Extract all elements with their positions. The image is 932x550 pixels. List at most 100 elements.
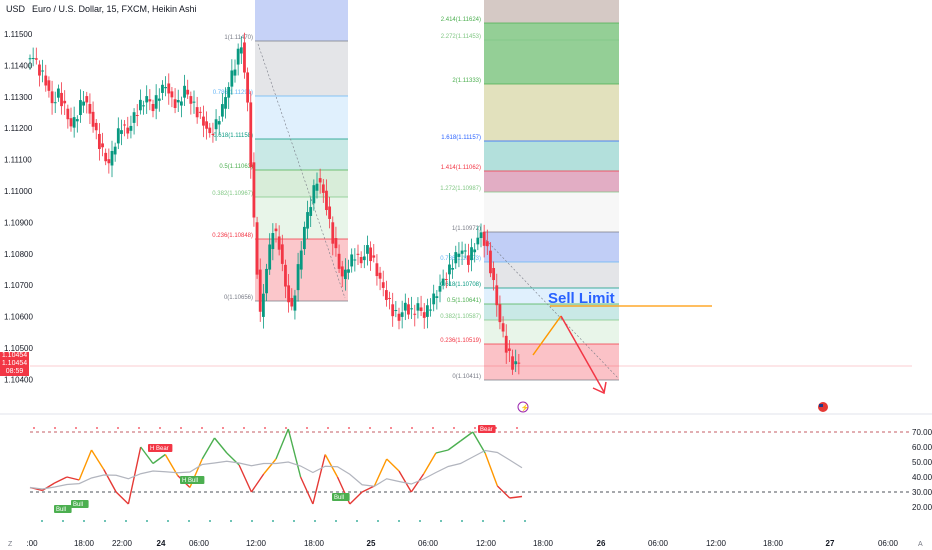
- candle-body: [369, 247, 373, 262]
- candle-body: [167, 83, 171, 94]
- rsi-segment: [103, 469, 117, 493]
- candle-body: [309, 207, 313, 216]
- osc-top-marker: [33, 427, 35, 429]
- candle-body: [179, 101, 183, 106]
- candle-body: [236, 48, 240, 65]
- candle-body: [53, 102, 57, 104]
- rsi-segment: [115, 491, 129, 505]
- rsi-segment: [349, 491, 363, 505]
- rsi-segment: [422, 452, 437, 475]
- rsi-segment: [127, 446, 142, 505]
- candle-body: [104, 152, 108, 162]
- rsi-segment: [398, 470, 412, 493]
- fib-level-label: 0.786(1.10773): [440, 256, 481, 262]
- candle-body: [413, 313, 417, 315]
- fib-zone: [484, 171, 619, 192]
- candle-body: [261, 293, 265, 317]
- signal-badge: [332, 493, 350, 501]
- candle-body: [290, 297, 294, 307]
- osc-bottom-marker: [398, 520, 400, 522]
- candle-body: [63, 100, 67, 104]
- signal-badge: [54, 505, 72, 513]
- rsi-segment: [250, 473, 265, 493]
- candle-body: [492, 268, 496, 281]
- candle-body: [142, 105, 145, 107]
- projection-down-arrow: [560, 315, 605, 393]
- candle-body: [211, 133, 215, 135]
- osc-axis-tick: 50.00: [912, 458, 932, 467]
- candle-body: [220, 104, 224, 117]
- candle-body: [107, 159, 111, 164]
- price-tick: 1.11400: [4, 61, 33, 70]
- osc-bottom-marker: [230, 520, 232, 522]
- fib-zone: [484, 344, 619, 380]
- candle-body: [340, 266, 344, 277]
- rsi-segment: [201, 437, 216, 460]
- candle-body: [255, 222, 259, 275]
- price-tick: 1.10700: [4, 281, 33, 290]
- candle-body: [268, 244, 272, 270]
- time-axis-label: :00: [26, 539, 38, 548]
- candle-body: [233, 69, 237, 76]
- candle-body: [457, 253, 461, 257]
- candle-body: [145, 96, 149, 103]
- osc-bottom-marker: [188, 520, 190, 522]
- fib-retracement-right: 2.414(1.11624) 2.272(1.11453) 2(1.11333) 1.…: [440, 0, 619, 381]
- osc-top-marker: [516, 427, 518, 429]
- candle-body: [489, 250, 492, 274]
- time-axis-label: 18:00: [74, 539, 95, 548]
- signal-badge: [148, 444, 173, 452]
- candle-body: [161, 84, 164, 93]
- signal-label: Bull: [56, 507, 66, 513]
- time-axis-label: 18:00: [763, 539, 784, 548]
- osc-top-marker: [96, 427, 98, 429]
- rsi-segment: [509, 495, 523, 499]
- osc-bottom-marker: [293, 520, 295, 522]
- candle-body: [123, 124, 127, 126]
- rsi-segment: [213, 437, 228, 454]
- candle-body: [334, 238, 338, 249]
- fib-zone: [484, 262, 619, 288]
- fib-zone: [255, 139, 348, 170]
- time-axis-label: 25: [367, 539, 376, 548]
- candle-body: [337, 253, 341, 269]
- candle-body: [416, 303, 420, 311]
- zoom-icon: Z: [8, 541, 13, 548]
- price-tick: 1.11100: [4, 156, 32, 165]
- candle-body: [372, 255, 376, 258]
- osc-bottom-marker: [524, 520, 526, 522]
- price-tick: 1.10500: [4, 344, 33, 353]
- rsi-segment: [410, 473, 425, 493]
- osc-top-marker: [453, 427, 455, 429]
- candle-body: [101, 143, 104, 148]
- rsi-segment: [238, 464, 253, 493]
- candle-body: [224, 97, 227, 109]
- lightning-glyph: ⚡: [521, 403, 530, 412]
- candle-body: [132, 112, 136, 123]
- candle-body: [205, 121, 209, 129]
- osc-axis-tick: 20.00: [912, 503, 932, 512]
- fib-level-label: 0.382(1.10967): [212, 191, 253, 197]
- rsi-segment: [66, 476, 80, 481]
- candle-body: [422, 312, 426, 318]
- candle-body: [384, 290, 388, 300]
- rsi-segment: [275, 428, 289, 460]
- osc-bottom-marker: [419, 520, 421, 522]
- candle-body: [397, 313, 401, 321]
- rsi-segment: [263, 458, 277, 475]
- price-tag-1: 1.10454: [0, 352, 29, 360]
- candle-body: [31, 58, 35, 60]
- candle-body: [170, 91, 174, 98]
- price-tag-2: 1.10454: [0, 360, 29, 368]
- candle-body: [44, 75, 48, 86]
- candle-body: [466, 255, 470, 265]
- osc-bottom-marker: [335, 520, 337, 522]
- candle-body: [454, 252, 458, 264]
- candle-body: [517, 362, 521, 364]
- candle-body: [293, 295, 297, 311]
- candle-body: [151, 103, 155, 112]
- osc-bottom-marker: [482, 520, 484, 522]
- candle-body: [315, 183, 319, 191]
- candle-body: [258, 269, 262, 312]
